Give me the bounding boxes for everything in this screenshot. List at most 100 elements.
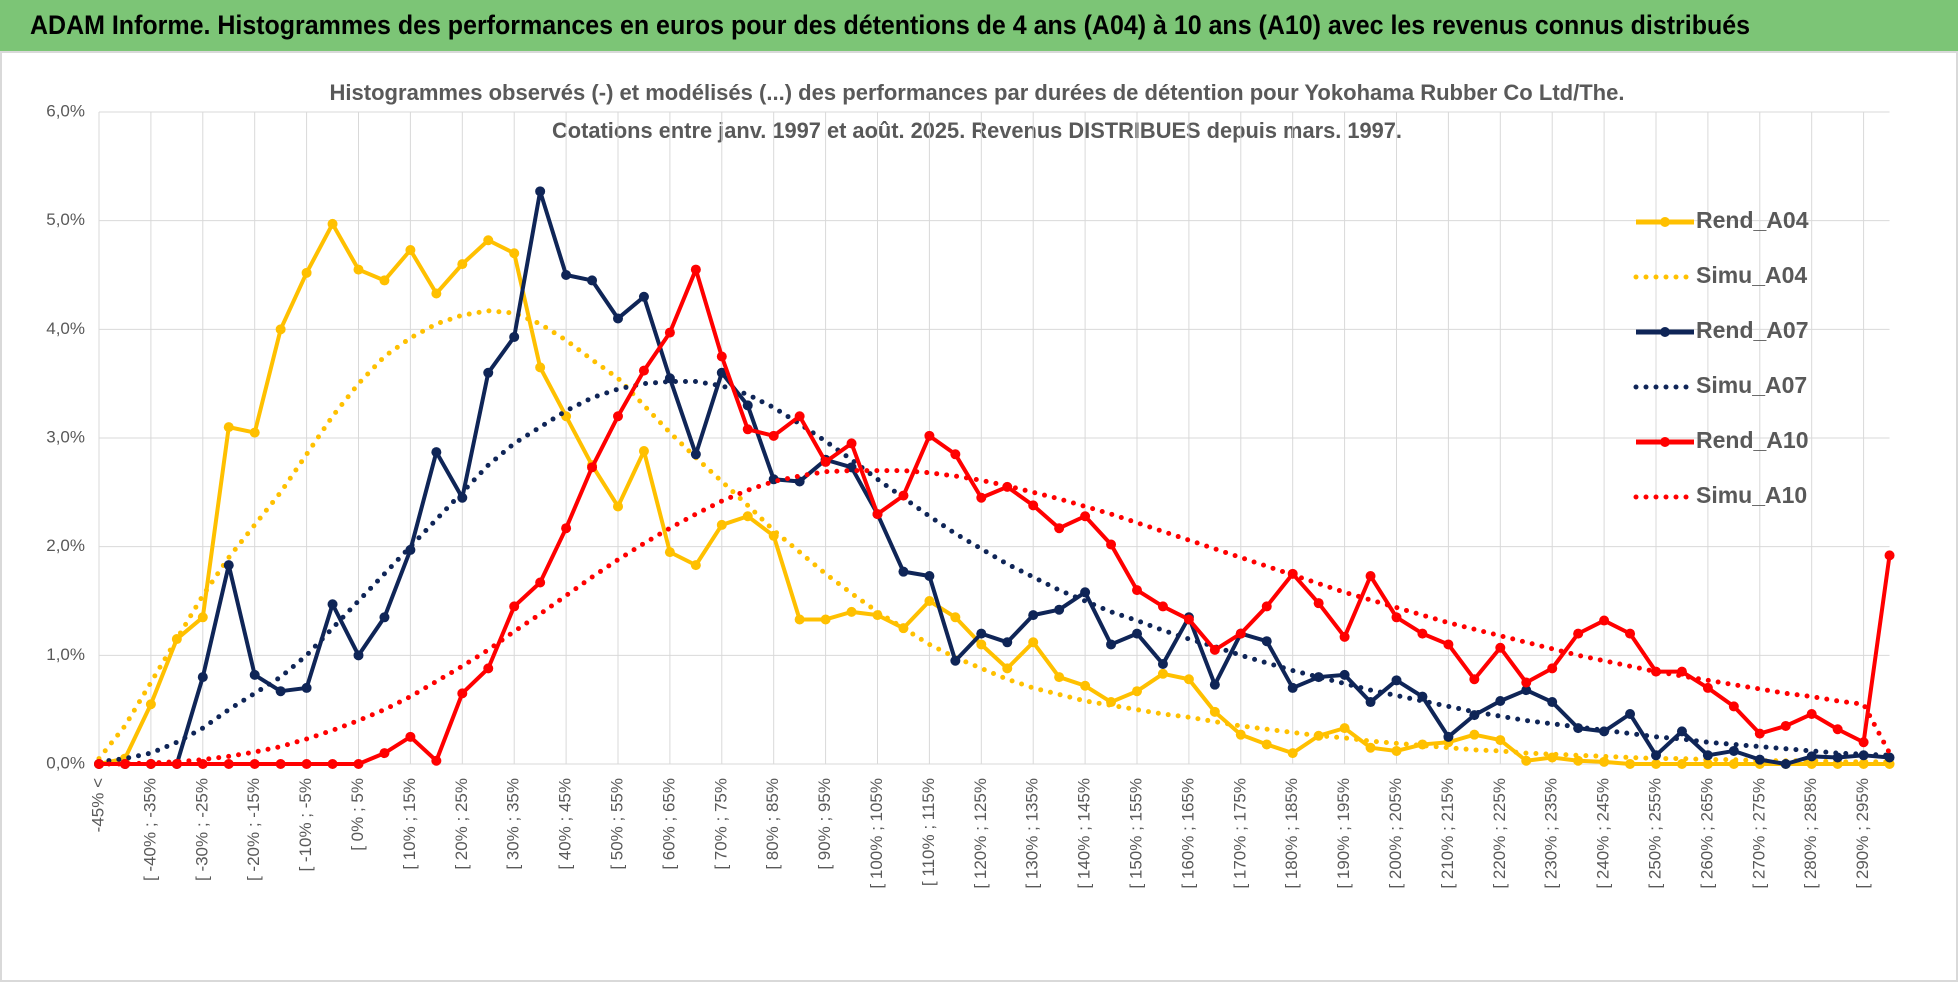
- point: [405, 731, 416, 742]
- point: [1469, 729, 1480, 740]
- point: [457, 259, 468, 270]
- point: [1417, 628, 1428, 639]
- y-tick-label: 6,0%: [46, 101, 85, 120]
- point: [690, 449, 701, 460]
- y-tick-label: 4,0%: [46, 319, 85, 338]
- point: [638, 446, 649, 457]
- x-tick-label: [ 150% ; 155%: [1126, 778, 1145, 889]
- point: [1287, 682, 1298, 693]
- series-line: [98, 221, 1890, 766]
- series-line: [99, 267, 1892, 766]
- point: [223, 560, 234, 571]
- x-tick-label: [ 230% ; 235%: [1542, 778, 1561, 889]
- point: [1365, 697, 1376, 708]
- point: [1080, 511, 1091, 522]
- legend-label: Simu_A10: [1696, 482, 1807, 508]
- point: [1625, 709, 1636, 720]
- point: [950, 612, 961, 623]
- point: [275, 324, 286, 335]
- point: [690, 264, 701, 275]
- point: [1728, 701, 1739, 712]
- point: [924, 430, 935, 441]
- point: [1028, 610, 1039, 621]
- point: [197, 612, 208, 623]
- point: [742, 511, 753, 522]
- chart-subtitle: Cotations entre janv. 1997 et août. 2025…: [552, 118, 1402, 143]
- point: [561, 523, 572, 534]
- point: [301, 682, 312, 693]
- point: [1521, 755, 1532, 766]
- point: [1858, 737, 1869, 748]
- point: [742, 400, 753, 411]
- point: [1080, 680, 1091, 691]
- point: [1754, 754, 1765, 765]
- series-line: [96, 468, 1893, 767]
- x-tick-label: [ 210% ; 215%: [1438, 778, 1457, 889]
- point: [509, 331, 520, 342]
- header-title: ADAM Informe. Histogrammes des performan…: [30, 10, 1750, 40]
- point: [898, 490, 909, 501]
- y-tick-label: 3,0%: [46, 427, 85, 446]
- point: [535, 362, 546, 373]
- point: [1495, 735, 1506, 746]
- point: [1702, 682, 1713, 693]
- x-tick-label: [ -30% ; -25%: [192, 778, 211, 881]
- point: [1573, 628, 1584, 639]
- x-tick-label: [ 50% ; 55%: [607, 778, 626, 870]
- point: [405, 245, 416, 256]
- point: [1599, 756, 1610, 767]
- point: [1884, 550, 1895, 561]
- y-tick-label: 0,0%: [46, 753, 85, 772]
- point: [1365, 742, 1376, 753]
- point: [924, 596, 935, 606]
- point: [483, 663, 494, 674]
- point: [1157, 668, 1168, 679]
- x-tick-label: [ 30% ; 35%: [504, 778, 523, 870]
- y-tick-label: 5,0%: [46, 210, 85, 229]
- point: [275, 686, 286, 697]
- point: [1209, 644, 1220, 655]
- point: [768, 430, 779, 441]
- point: [1754, 728, 1765, 739]
- x-tick-label: [ 130% ; 135%: [1023, 778, 1042, 889]
- legend-label: Rend_A07: [1696, 317, 1808, 343]
- y-tick-label: 1,0%: [46, 645, 85, 664]
- point: [483, 235, 494, 246]
- point: [638, 291, 649, 302]
- point: [1521, 677, 1532, 688]
- chart-frame: [0, 51, 1958, 982]
- legend-marker: [1660, 217, 1670, 227]
- point: [1054, 672, 1065, 683]
- point: [1002, 663, 1013, 674]
- point: [1183, 674, 1194, 685]
- point: [327, 218, 338, 229]
- point: [1495, 695, 1506, 706]
- x-tick-label: [ 140% ; 145%: [1075, 778, 1094, 889]
- point: [846, 606, 857, 617]
- point: [1157, 601, 1168, 612]
- point: [1573, 755, 1584, 766]
- point: [1106, 539, 1117, 550]
- point: [742, 424, 753, 435]
- point: [716, 367, 727, 378]
- point: [431, 447, 442, 458]
- x-tick-label: [ 240% ; 245%: [1594, 778, 1613, 889]
- point: [846, 438, 857, 449]
- point: [664, 547, 675, 558]
- point: [1676, 759, 1687, 769]
- point: [1780, 759, 1791, 769]
- point: [1728, 745, 1739, 756]
- point: [1287, 748, 1298, 759]
- point: [119, 759, 130, 769]
- point: [690, 560, 701, 571]
- point: [405, 544, 416, 555]
- point: [1106, 639, 1117, 650]
- header-bar: [0, 0, 1958, 52]
- point: [249, 759, 260, 769]
- point: [379, 748, 390, 759]
- point: [1261, 739, 1272, 750]
- legend-marker: [1660, 437, 1670, 447]
- point: [1132, 585, 1142, 596]
- point: [1391, 675, 1402, 686]
- point: [327, 599, 338, 610]
